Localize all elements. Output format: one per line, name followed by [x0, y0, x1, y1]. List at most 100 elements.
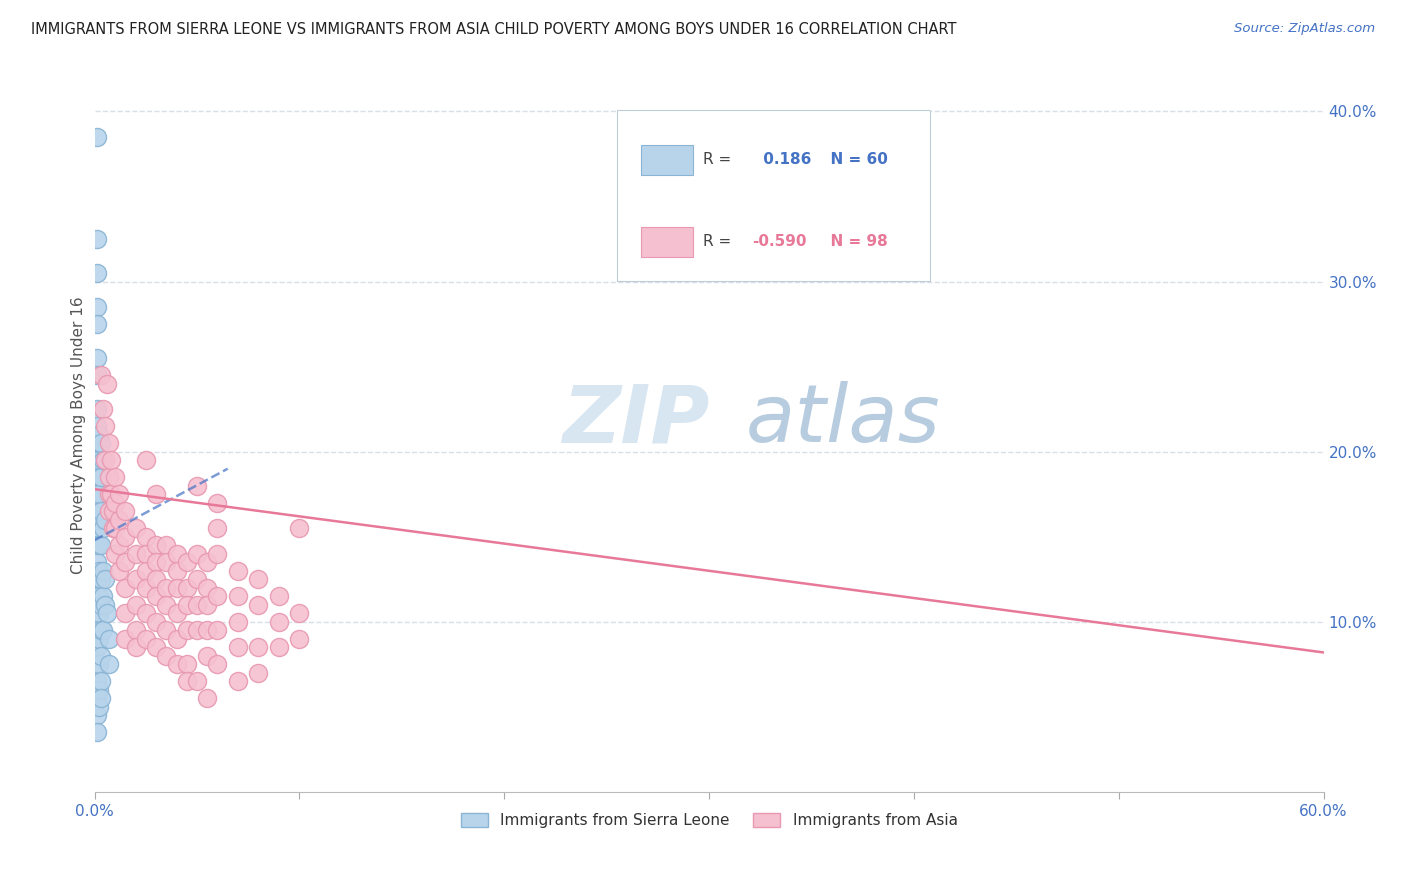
Point	[86, 351, 108, 366]
Point	[86, 317, 108, 331]
Point	[90, 470, 112, 484]
Point	[97, 504, 120, 518]
Point	[124, 598, 146, 612]
Point	[145, 615, 167, 629]
Point	[86, 436, 108, 450]
Point	[288, 632, 311, 646]
Point	[86, 453, 108, 467]
Point	[90, 691, 112, 706]
Point	[124, 572, 146, 586]
Text: Source: ZipAtlas.com: Source: ZipAtlas.com	[1234, 22, 1375, 36]
Point	[186, 598, 208, 612]
Point	[135, 547, 157, 561]
Point	[86, 419, 108, 434]
Point	[195, 648, 218, 663]
Point	[226, 640, 249, 655]
Point	[90, 538, 112, 552]
Point	[87, 699, 110, 714]
Point	[87, 453, 110, 467]
Point	[195, 624, 218, 638]
Point	[195, 691, 218, 706]
Point	[87, 657, 110, 672]
Point	[96, 376, 118, 391]
Point	[86, 572, 108, 586]
Point	[135, 453, 157, 467]
Point	[124, 640, 146, 655]
Point	[94, 598, 117, 612]
Point	[247, 572, 270, 586]
Point	[124, 521, 146, 535]
Point	[90, 598, 112, 612]
Point	[90, 648, 112, 663]
Point	[91, 453, 114, 467]
Point	[108, 513, 131, 527]
Text: R =: R =	[703, 235, 731, 249]
Point	[97, 470, 120, 484]
Y-axis label: Child Poverty Among Boys Under 16: Child Poverty Among Boys Under 16	[72, 296, 86, 574]
Text: 0.186: 0.186	[758, 153, 811, 167]
Point	[124, 547, 146, 561]
Point	[186, 479, 208, 493]
Point	[135, 581, 157, 595]
Point	[86, 590, 108, 604]
Point	[94, 513, 117, 527]
Point	[166, 607, 188, 621]
Point	[86, 725, 108, 739]
Point	[108, 487, 131, 501]
Point	[226, 674, 249, 689]
Point	[100, 487, 122, 501]
Point	[114, 555, 136, 569]
Point	[145, 640, 167, 655]
Point	[267, 615, 290, 629]
Point	[97, 657, 120, 672]
Point	[91, 590, 114, 604]
Point	[288, 521, 311, 535]
Point	[90, 624, 112, 638]
Point	[90, 368, 112, 383]
Point	[97, 436, 120, 450]
Point	[91, 521, 114, 535]
Point	[86, 368, 108, 383]
Point	[100, 453, 122, 467]
Point	[86, 521, 108, 535]
Point	[155, 538, 177, 552]
Point	[114, 530, 136, 544]
Point	[186, 572, 208, 586]
Point	[155, 598, 177, 612]
Point	[247, 598, 270, 612]
Point	[135, 530, 157, 544]
Point	[166, 632, 188, 646]
Point	[86, 708, 108, 723]
Point	[207, 496, 229, 510]
Point	[86, 232, 108, 246]
Point	[87, 538, 110, 552]
Point	[145, 590, 167, 604]
Point	[195, 555, 218, 569]
Point	[101, 521, 124, 535]
Point	[226, 564, 249, 578]
Point	[145, 487, 167, 501]
Point	[104, 521, 127, 535]
Point	[86, 674, 108, 689]
Point	[155, 624, 177, 638]
Point	[90, 436, 112, 450]
Point	[96, 607, 118, 621]
Point	[86, 657, 108, 672]
Point	[195, 581, 218, 595]
Point	[104, 496, 127, 510]
Point	[226, 615, 249, 629]
Point	[186, 624, 208, 638]
Point	[97, 487, 120, 501]
Point	[87, 632, 110, 646]
Text: IMMIGRANTS FROM SIERRA LEONE VS IMMIGRANTS FROM ASIA CHILD POVERTY AMONG BOYS UN: IMMIGRANTS FROM SIERRA LEONE VS IMMIGRAN…	[31, 22, 956, 37]
Point	[104, 547, 127, 561]
Point	[86, 402, 108, 417]
Point	[86, 300, 108, 314]
Point	[86, 470, 108, 484]
Point	[87, 513, 110, 527]
Point	[87, 427, 110, 442]
Point	[207, 624, 229, 638]
Point	[267, 640, 290, 655]
Point	[108, 538, 131, 552]
Point	[176, 674, 198, 689]
